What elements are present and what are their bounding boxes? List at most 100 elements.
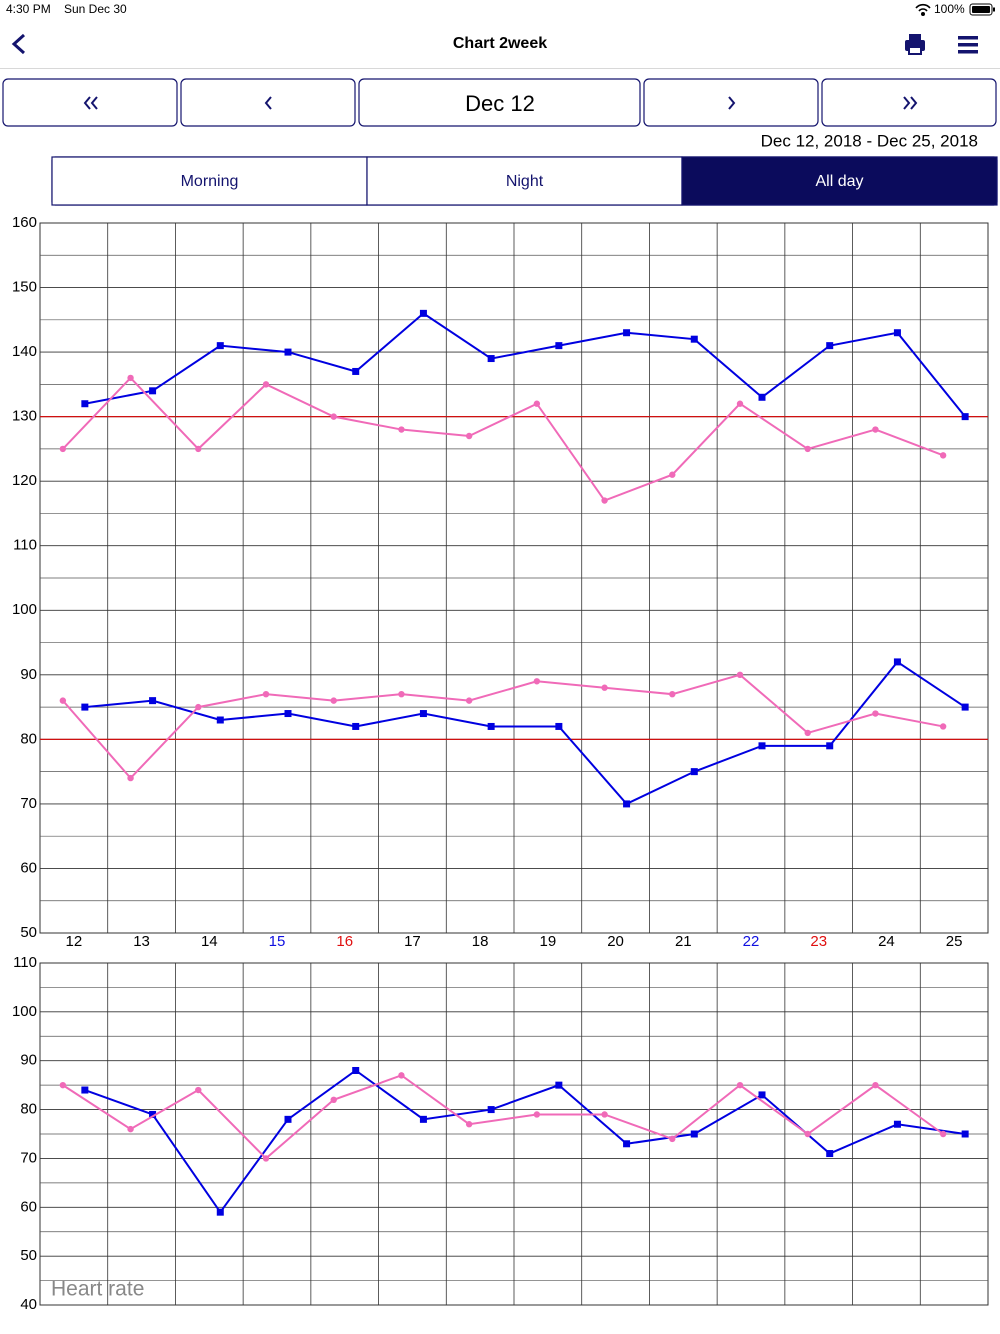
x-tick-label: 25 (946, 933, 963, 950)
point (195, 445, 202, 453)
first-button[interactable] (2, 78, 178, 127)
point (961, 1130, 969, 1138)
y-tick-label: 70 (20, 795, 37, 812)
point (736, 1081, 744, 1089)
point (893, 658, 901, 666)
point (961, 413, 969, 421)
point (216, 342, 224, 350)
y-tick-label: 50 (20, 924, 37, 941)
y-tick-label: 100 (12, 1003, 37, 1020)
x-tick-label: 17 (404, 933, 421, 950)
menu-button[interactable] (958, 36, 978, 54)
point (195, 703, 202, 711)
prev-button[interactable] (180, 78, 356, 127)
point (262, 381, 270, 388)
point (893, 329, 901, 337)
y-tick-label: 140 (12, 343, 37, 360)
point (330, 413, 337, 420)
y-tick-label: 90 (20, 1052, 37, 1069)
tab[interactable] (366, 156, 683, 206)
point (826, 342, 834, 350)
x-tick-label: 24 (878, 933, 895, 950)
point (216, 1208, 224, 1216)
tab-label: Morning (181, 173, 239, 190)
point (623, 800, 631, 808)
point (262, 690, 270, 698)
point (623, 1140, 631, 1148)
point (195, 1086, 202, 1094)
point (419, 1115, 427, 1123)
back-button[interactable] (11, 33, 26, 55)
point (758, 1091, 766, 1099)
y-tick-label: 60 (20, 859, 37, 876)
point (826, 1150, 834, 1158)
point (284, 710, 292, 718)
point (127, 774, 134, 782)
point (352, 722, 360, 730)
y-tick-label: 40 (20, 1296, 37, 1313)
point (465, 697, 473, 704)
chart-annotation: Heart rate (51, 1278, 144, 1301)
point (601, 684, 608, 691)
print-button[interactable] (905, 34, 925, 55)
point (465, 432, 473, 440)
point (736, 671, 744, 679)
nav-title: Chart 2week (453, 35, 547, 52)
point (487, 1106, 495, 1114)
x-tick-label: 18 (472, 933, 489, 950)
point (872, 710, 879, 717)
point (669, 1135, 676, 1143)
wifi-icon (915, 3, 931, 17)
point (59, 445, 67, 453)
point (623, 329, 631, 337)
point (352, 367, 360, 375)
point (601, 1111, 608, 1118)
date-range: Dec 12, 2018 - Dec 25, 2018 (761, 131, 978, 150)
point (555, 1081, 563, 1089)
point (487, 722, 495, 730)
point (284, 1115, 292, 1123)
point (352, 1066, 360, 1074)
point (669, 690, 676, 698)
point (216, 716, 224, 724)
point (533, 400, 541, 407)
point (961, 703, 969, 711)
point (533, 1111, 541, 1118)
series-line (62, 1074, 944, 1160)
point (826, 742, 834, 750)
x-tick-label: 22 (743, 933, 760, 950)
y-tick-label: 80 (20, 730, 37, 747)
point (893, 1120, 901, 1128)
point (59, 697, 67, 704)
series-line (84, 312, 966, 418)
point (736, 400, 744, 407)
current-date: Dec 12 (465, 91, 535, 116)
point (330, 1096, 337, 1104)
point (149, 697, 157, 705)
point (81, 703, 89, 711)
x-tick-label: 16 (336, 933, 353, 950)
point (330, 697, 337, 704)
next-button[interactable] (643, 78, 819, 127)
x-tick-label: 12 (66, 933, 83, 950)
nav-chevrons (83, 96, 918, 110)
y-tick-label: 80 (20, 1101, 37, 1118)
current-date-button[interactable] (358, 78, 641, 127)
point (81, 1086, 89, 1094)
battery-icon (969, 3, 995, 16)
tab[interactable] (51, 156, 368, 206)
point (59, 1081, 67, 1089)
point (262, 1155, 270, 1162)
x-tick-label: 21 (675, 933, 692, 950)
point (555, 722, 563, 730)
point (81, 400, 89, 408)
series-line (62, 673, 944, 780)
y-tick-label: 50 (20, 1247, 37, 1264)
point (804, 1130, 811, 1138)
point (601, 497, 608, 504)
y-tick-label: 100 (12, 601, 37, 618)
point (533, 678, 541, 685)
y-tick-label: 150 (12, 279, 37, 296)
point (398, 690, 405, 698)
tab[interactable] (681, 156, 998, 206)
